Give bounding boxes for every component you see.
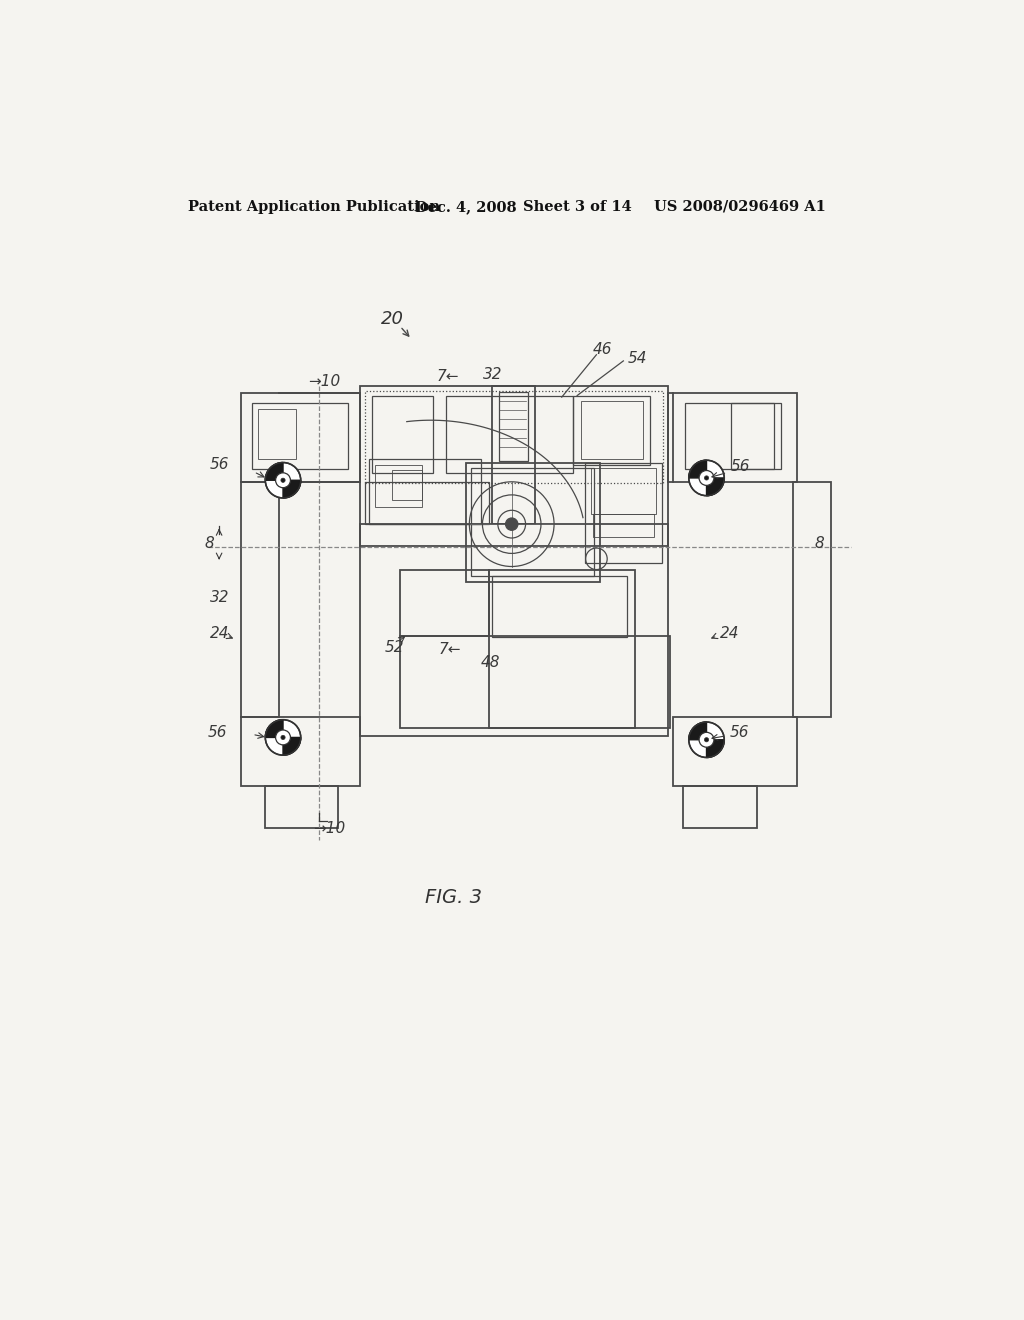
Bar xyxy=(466,462,600,582)
Polygon shape xyxy=(689,722,707,739)
Bar xyxy=(493,385,535,524)
Text: →10: →10 xyxy=(313,821,345,836)
Text: 24: 24 xyxy=(720,626,739,642)
Bar xyxy=(400,636,670,729)
Circle shape xyxy=(705,475,709,480)
Text: 24: 24 xyxy=(210,626,229,642)
Circle shape xyxy=(689,461,724,496)
Bar xyxy=(241,482,280,717)
Bar xyxy=(793,482,831,717)
Bar xyxy=(488,570,635,729)
Bar xyxy=(593,513,654,537)
Text: FIG. 3: FIG. 3 xyxy=(425,888,482,907)
Bar xyxy=(446,396,573,473)
Text: Patent Application Publication: Patent Application Publication xyxy=(188,199,440,214)
Bar xyxy=(591,469,656,515)
Bar xyxy=(370,459,481,524)
Polygon shape xyxy=(689,461,707,478)
Bar xyxy=(581,401,643,459)
Bar xyxy=(674,393,797,482)
Text: 48: 48 xyxy=(481,655,501,671)
Circle shape xyxy=(265,719,301,755)
Bar xyxy=(585,462,662,562)
Text: 56: 56 xyxy=(730,725,750,739)
Text: 54: 54 xyxy=(628,351,647,366)
Text: 56: 56 xyxy=(731,459,751,474)
Bar xyxy=(674,717,797,785)
Bar xyxy=(685,404,781,469)
Bar xyxy=(499,392,528,461)
Text: 32: 32 xyxy=(210,590,229,605)
Text: 52: 52 xyxy=(385,640,404,655)
Polygon shape xyxy=(707,478,724,496)
Bar xyxy=(265,785,339,829)
Circle shape xyxy=(275,730,291,744)
Text: 56: 56 xyxy=(210,457,229,473)
Bar xyxy=(573,396,650,465)
Circle shape xyxy=(689,722,724,758)
Circle shape xyxy=(699,470,714,486)
Text: 7←: 7← xyxy=(436,368,459,384)
Bar xyxy=(360,385,668,737)
Bar xyxy=(683,785,757,829)
Polygon shape xyxy=(707,739,724,758)
Bar xyxy=(258,409,296,459)
Bar xyxy=(252,404,348,469)
Text: US 2008/0296469 A1: US 2008/0296469 A1 xyxy=(654,199,826,214)
Text: Dec. 4, 2008: Dec. 4, 2008 xyxy=(416,199,517,214)
Text: 46: 46 xyxy=(593,342,612,356)
Text: 20: 20 xyxy=(381,310,403,327)
Bar xyxy=(241,717,360,785)
Text: 7←: 7← xyxy=(439,642,462,657)
Bar xyxy=(493,576,628,638)
Bar xyxy=(360,524,668,545)
Circle shape xyxy=(265,462,301,498)
Text: 56: 56 xyxy=(207,725,226,739)
Circle shape xyxy=(699,733,714,747)
Circle shape xyxy=(281,735,285,739)
Bar xyxy=(376,465,422,507)
Bar xyxy=(392,470,422,499)
Bar xyxy=(471,469,594,576)
Text: 32: 32 xyxy=(483,367,503,383)
Polygon shape xyxy=(265,462,283,480)
Text: →10: →10 xyxy=(307,374,340,389)
Circle shape xyxy=(506,517,518,531)
Text: 8: 8 xyxy=(204,536,214,550)
Bar xyxy=(731,404,773,469)
Circle shape xyxy=(705,738,709,742)
Bar xyxy=(372,396,433,473)
Circle shape xyxy=(275,473,291,487)
Polygon shape xyxy=(265,719,283,738)
Bar xyxy=(366,482,488,524)
Text: 8: 8 xyxy=(815,536,824,550)
Polygon shape xyxy=(283,738,301,755)
Circle shape xyxy=(281,478,285,482)
Bar xyxy=(366,391,664,483)
Bar xyxy=(400,570,488,636)
Polygon shape xyxy=(283,480,301,498)
Text: Sheet 3 of 14: Sheet 3 of 14 xyxy=(523,199,632,214)
Bar xyxy=(241,393,360,482)
